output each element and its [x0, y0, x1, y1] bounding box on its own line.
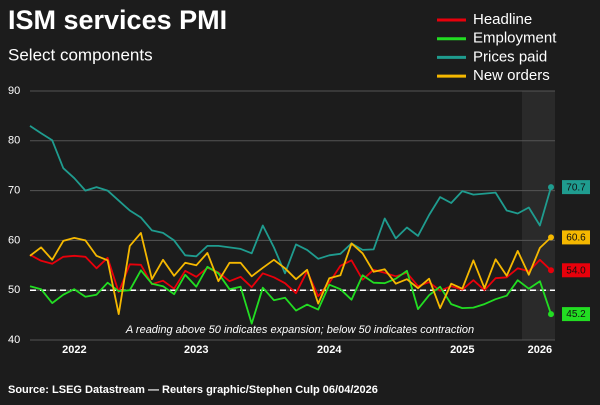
chart-subtitle: Select components: [8, 45, 153, 64]
series-line: [29, 232, 552, 315]
end-point: [548, 234, 554, 241]
source: Source: LSEG Datastream — Reuters graphi…: [8, 384, 378, 396]
value-label-box: [562, 180, 590, 195]
end-point: [548, 311, 554, 318]
series-line: [29, 254, 552, 298]
value-label: 45.2: [566, 309, 586, 320]
annotation: A reading above 50 indicates expansion; …: [125, 324, 474, 336]
end-point: [548, 184, 554, 191]
y-tick-label: 60: [8, 234, 20, 246]
y-tick-label: 70: [8, 185, 20, 197]
x-tick-label: 2022: [62, 344, 86, 356]
value-label: 60.6: [566, 233, 586, 244]
value-label-box: [562, 307, 590, 322]
legend-label: New orders: [473, 67, 550, 84]
value-label-box: [562, 263, 590, 278]
legend-label: Employment: [473, 30, 557, 47]
y-tick-label: 80: [8, 135, 20, 147]
x-tick-label: 2025: [450, 344, 474, 356]
series-line: [29, 125, 552, 275]
x-tick-label: 2023: [184, 344, 208, 356]
y-tick-label: 90: [8, 85, 20, 97]
x-tick-label: 2024: [317, 344, 342, 356]
x-tick-label: 2026: [528, 344, 552, 356]
y-tick-label: 50: [8, 284, 20, 296]
end-point: [548, 267, 554, 274]
year-band: [522, 91, 555, 340]
y-tick-label: 40: [8, 334, 20, 346]
series-line: [29, 265, 552, 325]
legend-label: Prices paid: [473, 48, 547, 65]
value-label-box: [562, 230, 590, 245]
value-label: 54.0: [566, 265, 586, 276]
legend-label: Headline: [473, 11, 532, 28]
value-label: 70.7: [566, 182, 586, 193]
chart-title: ISM services PMI: [8, 5, 227, 35]
